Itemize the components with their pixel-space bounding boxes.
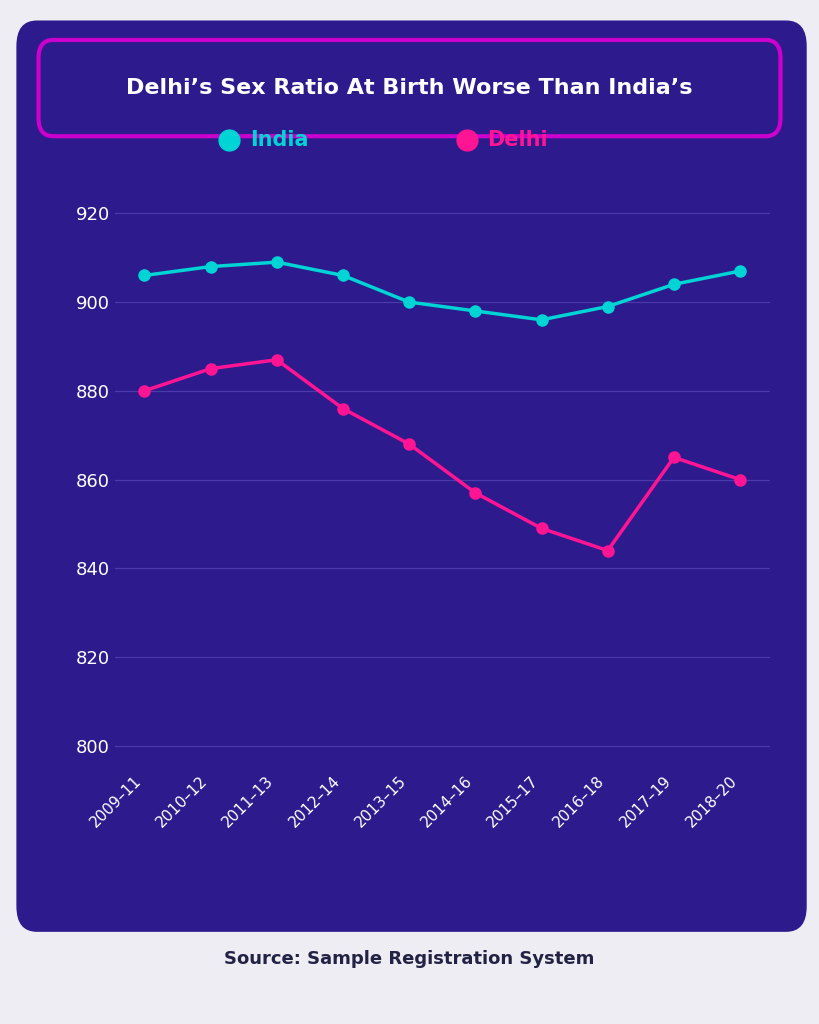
Text: Delhi: Delhi bbox=[487, 130, 548, 151]
Text: India: India bbox=[250, 130, 308, 151]
FancyBboxPatch shape bbox=[38, 40, 781, 136]
FancyBboxPatch shape bbox=[16, 20, 807, 932]
Text: Source: Sample Registration System: Source: Sample Registration System bbox=[224, 950, 595, 969]
Text: Delhi’s Sex Ratio At Birth Worse Than India’s: Delhi’s Sex Ratio At Birth Worse Than In… bbox=[126, 78, 693, 98]
